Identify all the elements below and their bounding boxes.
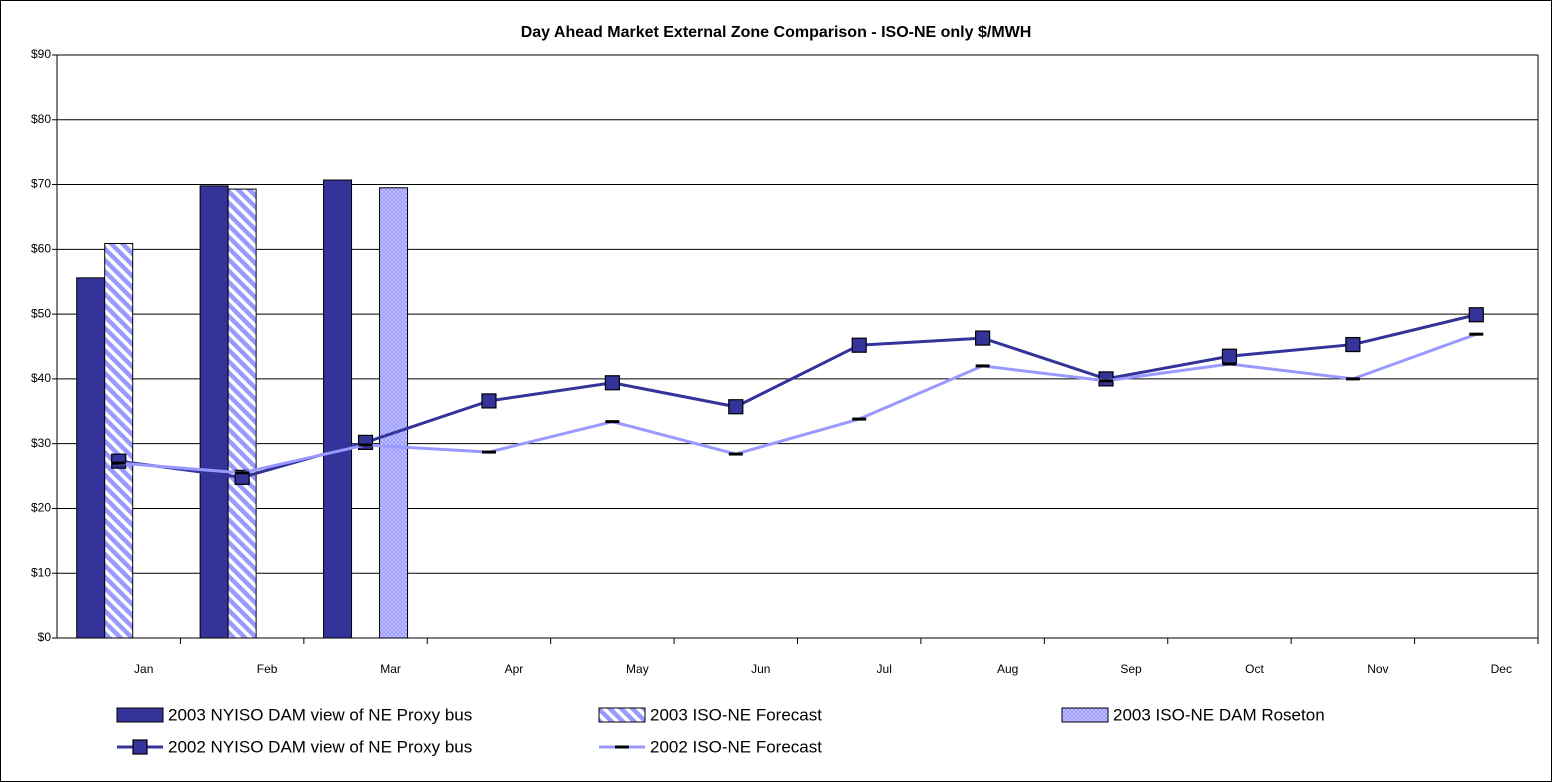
- x-tick-label: Feb: [257, 662, 278, 676]
- line-marker: [605, 420, 620, 424]
- line-marker: [111, 453, 127, 469]
- legend-swatch: [598, 707, 646, 723]
- line-marker: [1469, 332, 1484, 336]
- bar: [379, 187, 409, 639]
- line-marker: [975, 330, 991, 346]
- y-tick-label: $0: [38, 630, 52, 644]
- x-tick-label: Nov: [1367, 662, 1388, 676]
- bar: [323, 179, 353, 639]
- x-tick-label: Mar: [380, 662, 401, 676]
- line-marker: [604, 375, 620, 391]
- y-tick-label: $50: [31, 306, 51, 320]
- line-marker: [1099, 379, 1114, 383]
- y-tick-label: $30: [31, 436, 51, 450]
- x-tick-label: Jan: [134, 662, 153, 676]
- x-tick-label: Aug: [997, 662, 1018, 676]
- line-marker: [852, 417, 867, 421]
- legend-swatch: [116, 707, 164, 723]
- plot-area: [56, 54, 1539, 639]
- legend-label: 2003 ISO-NE DAM Roseton: [1113, 705, 1325, 724]
- x-tick-label: Oct: [1245, 662, 1264, 676]
- chart-title: Day Ahead Market External Zone Compariso…: [521, 24, 1032, 41]
- line-marker: [1221, 348, 1238, 364]
- line-marker: [1468, 307, 1484, 323]
- x-tick-label: Sep: [1120, 662, 1142, 676]
- bar: [199, 185, 229, 639]
- line-marker: [975, 364, 990, 368]
- line-marker: [728, 452, 743, 456]
- line-marker: [235, 471, 250, 475]
- legend-marker: [132, 739, 148, 755]
- line-marker: [481, 450, 496, 454]
- legend-label: 2002 ISO-NE Forecast: [650, 737, 822, 756]
- line-marker: [851, 337, 867, 353]
- y-tick-label: $80: [31, 112, 51, 126]
- y-tick-label: $70: [31, 177, 51, 191]
- x-tick-label: Jul: [877, 662, 892, 676]
- line: [118, 332, 1477, 475]
- x-tick-label: Apr: [505, 662, 524, 676]
- legend-label: 2002 NYISO DAM view of NE Proxy bus: [168, 737, 472, 756]
- bar: [76, 277, 106, 639]
- x-tick-label: Dec: [1491, 662, 1512, 676]
- y-tick-label: $20: [31, 501, 51, 515]
- y-tick-label: $90: [31, 47, 51, 61]
- line-marker: [481, 393, 497, 409]
- line-marker: [1345, 377, 1360, 381]
- legend-marker: [615, 745, 629, 749]
- line-marker: [1222, 362, 1237, 366]
- legend-label: 2003 ISO-NE Forecast: [650, 705, 822, 724]
- line-marker: [358, 443, 373, 447]
- legend-label: 2003 NYISO DAM view of NE Proxy bus: [168, 705, 472, 724]
- x-tick-label: May: [626, 662, 649, 676]
- legend-swatch: [1061, 707, 1109, 723]
- bar: [227, 188, 257, 639]
- line-marker: [1345, 336, 1361, 353]
- y-tick-label: $40: [31, 371, 51, 385]
- line-marker: [111, 461, 126, 465]
- bar: [104, 243, 134, 639]
- x-tick-label: Jun: [751, 662, 770, 676]
- y-tick-label: $10: [31, 565, 51, 579]
- line-marker: [728, 399, 744, 415]
- y-tick-label: $60: [31, 242, 51, 256]
